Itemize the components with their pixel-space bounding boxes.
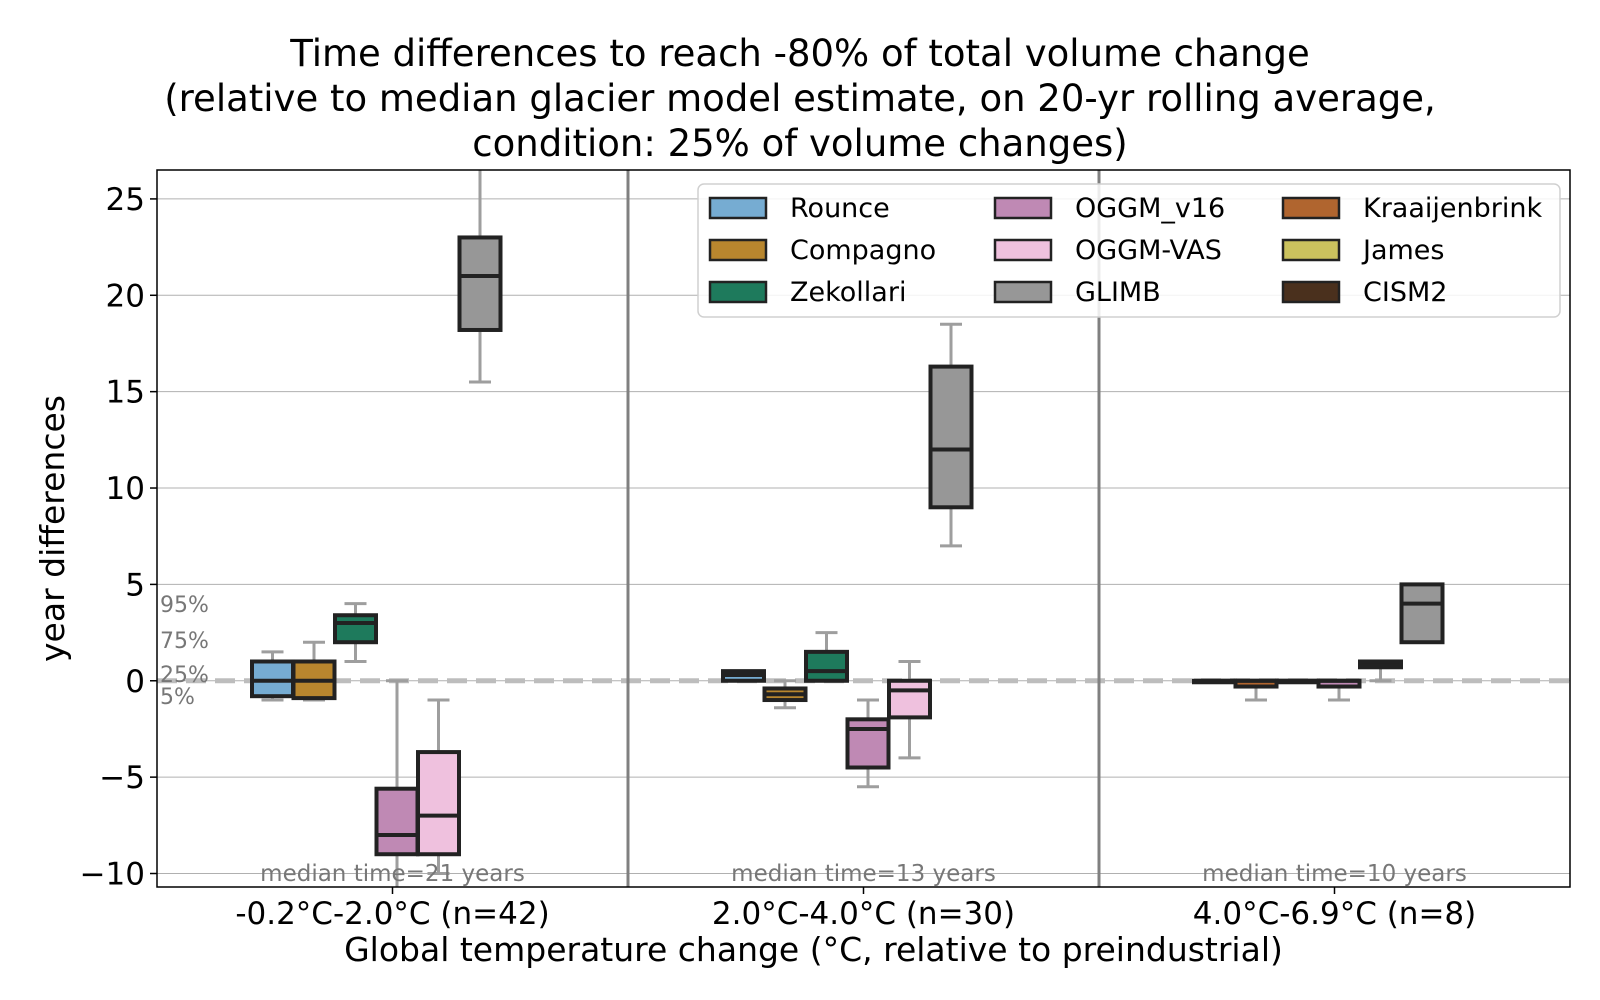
box-glimb <box>928 322 974 548</box>
legend-label: Compagno <box>790 235 936 266</box>
box-glimb <box>1399 582 1445 645</box>
legend-swatch <box>708 280 768 304</box>
box-body <box>887 678 932 720</box>
title-line: Time differences to reach -80% of total … <box>289 32 1310 75</box>
x-tick-label: 2.0°C-4.0°C (n=30) <box>712 896 1015 932</box>
box-plots <box>250 170 1445 887</box>
legend-swatch <box>708 238 768 262</box>
box-body <box>804 649 849 683</box>
box-compagno <box>291 640 337 702</box>
y-axis-label: year differences <box>33 395 72 662</box>
legend-swatch <box>993 280 1053 304</box>
box-oggm-vas <box>416 698 461 876</box>
box-oggm-v16 <box>845 698 891 789</box>
box-cism2 <box>1358 659 1403 683</box>
legend-swatch <box>1281 280 1341 304</box>
box-body <box>845 717 891 770</box>
box-rounce <box>250 650 295 702</box>
box-rounce <box>721 669 766 683</box>
x-axis-label: Global temperature change (°C, relative … <box>344 930 1283 969</box>
box-compagno <box>762 679 808 710</box>
box-oggm-v16 <box>1316 678 1362 702</box>
legend-label: GLIMB <box>1075 277 1161 308</box>
y-tick-label: 10 <box>106 471 145 507</box>
box-kraaijenbrink <box>1233 678 1279 702</box>
median-time-note: median time=21 years <box>260 861 525 887</box>
x-tick-label: -0.2°C-2.0°C (n=42) <box>235 896 549 932</box>
percentile-label: 95% <box>160 593 209 618</box>
box-zekollari <box>333 602 378 663</box>
y-tick-label: 0 <box>125 664 145 700</box>
box-james <box>1275 678 1320 685</box>
box-compagno <box>1192 678 1237 685</box>
title-line: (relative to median glacier model estima… <box>164 77 1436 120</box>
legend-label: Rounce <box>790 193 890 224</box>
legend-swatch <box>708 196 768 220</box>
box-body <box>416 750 461 857</box>
x-axis-ticks: -0.2°C-2.0°C (n=42) 2.0°C-4.0°C (n=30) 4.0… <box>235 887 1476 932</box>
box-body <box>333 613 378 645</box>
box-body <box>1399 582 1445 645</box>
legend-swatch <box>1281 196 1341 220</box>
legend-label: Kraaijenbrink <box>1363 193 1542 224</box>
y-tick-label: 5 <box>125 567 145 603</box>
box-body <box>928 364 974 510</box>
box-glimb <box>457 170 503 384</box>
y-tick-label: 15 <box>106 375 145 411</box>
legend-swatch <box>993 196 1053 220</box>
box-body <box>374 786 420 857</box>
percentile-label: 75% <box>160 629 209 654</box>
legend-swatch <box>1281 238 1341 262</box>
legend-label: CISM2 <box>1363 277 1447 308</box>
legend: Rounce Compagno Zekollari OGGM_v16 OGGM-VAS G… <box>697 183 1561 318</box>
x-tick-label: 4.0°C-6.9°C (n=8) <box>1193 896 1476 932</box>
y-axis-ticks: −10 −5 0 5 10 15 20 25 <box>80 182 157 893</box>
median-time-note: median time=13 years <box>731 861 996 887</box>
legend-label: OGGM-VAS <box>1075 235 1222 266</box>
legend-label: OGGM_v16 <box>1075 193 1225 224</box>
y-tick-label: 25 <box>106 182 145 218</box>
title-line: condition: 25% of volume changes) <box>472 122 1127 165</box>
box-body <box>457 235 503 332</box>
y-tick-label: −10 <box>80 857 145 893</box>
percentile-label: 25% <box>160 663 209 688</box>
chart-title: Time differences to reach -80% of total … <box>164 32 1436 165</box>
legend-swatch <box>993 238 1053 262</box>
y-tick-label: 20 <box>106 278 145 314</box>
y-tick-label: −5 <box>99 760 145 796</box>
percentile-labels: 95% 75% 25%5% <box>160 593 209 710</box>
legend-label: James <box>1361 235 1445 266</box>
median-notes: median time=21 years median time=13 years… <box>260 861 1467 887</box>
box-oggm-v16 <box>374 679 420 887</box>
box-zekollari <box>804 631 849 683</box>
legend-label: Zekollari <box>790 277 906 308</box>
median-time-note: median time=10 years <box>1202 861 1467 887</box>
percentile-label: 5% <box>160 685 195 710</box>
legend-box <box>697 183 1561 318</box>
box-oggm-vas <box>887 659 932 760</box>
